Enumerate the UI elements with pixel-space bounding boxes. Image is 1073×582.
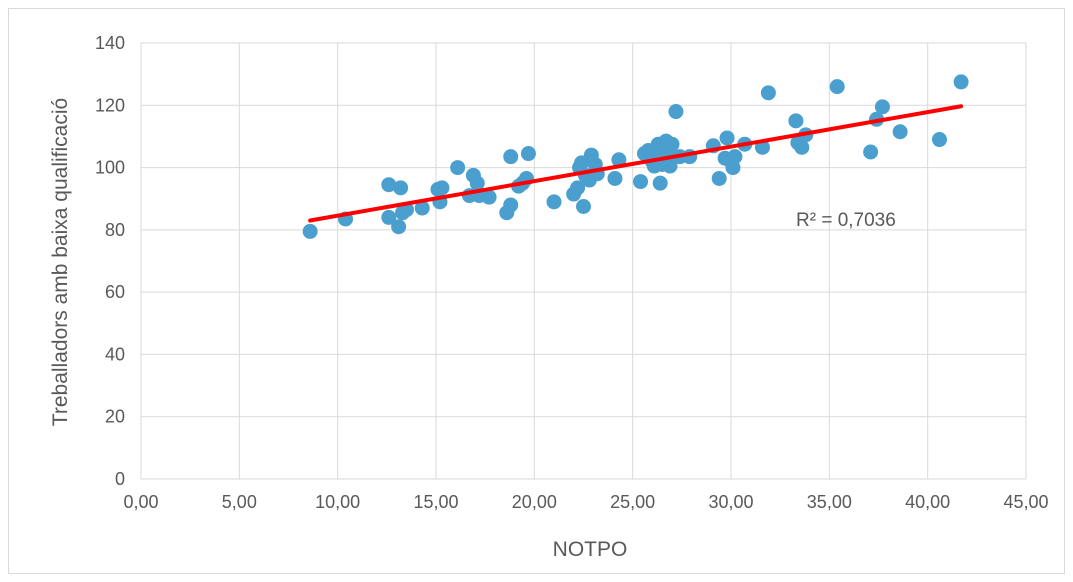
- chart-frame: [8, 8, 1065, 574]
- y-tick-label: 140: [95, 33, 125, 53]
- y-tick-label: 40: [105, 344, 125, 364]
- data-point: [391, 219, 407, 235]
- data-point: [503, 197, 519, 213]
- y-tick-label: 60: [105, 282, 125, 302]
- data-point: [711, 170, 727, 186]
- data-point: [874, 99, 890, 115]
- x-tick-label: 15,00: [413, 492, 458, 512]
- data-point: [953, 74, 969, 90]
- y-tick-label: 100: [95, 158, 125, 178]
- x-tick-label: 20,00: [512, 492, 557, 512]
- data-point: [829, 79, 845, 95]
- data-point: [760, 85, 776, 101]
- data-point: [863, 144, 879, 160]
- y-tick-label: 120: [95, 95, 125, 115]
- r-squared-annotation: R² = 0,7036: [796, 210, 896, 231]
- data-point: [450, 160, 466, 176]
- y-axis-title: Treballadors amb baixa qualificació: [49, 98, 72, 426]
- data-point: [788, 113, 804, 129]
- x-tick-label: 10,00: [315, 492, 360, 512]
- gridlines: [140, 42, 1027, 480]
- x-tick-label: 0,00: [123, 492, 158, 512]
- y-tick-label: 0: [115, 469, 125, 489]
- data-point: [633, 174, 649, 190]
- data-point: [381, 177, 397, 193]
- data-point: [727, 149, 743, 165]
- x-tick-label: 25,00: [610, 492, 655, 512]
- data-point: [393, 180, 409, 196]
- data-point: [414, 200, 430, 216]
- data-point: [719, 130, 735, 146]
- x-tick-label: 5,00: [222, 492, 257, 512]
- y-tick-label: 80: [105, 220, 125, 240]
- data-point: [607, 170, 623, 186]
- trendline: [308, 104, 964, 223]
- data-point: [481, 189, 497, 205]
- x-tick-labels: 0,00 5,00 10,00 15,00 20,00 25,00 30,00 35,00 40…: [123, 492, 1048, 512]
- x-axis-title: NOTPO: [553, 538, 628, 561]
- data-point: [503, 149, 519, 165]
- data-point: [794, 139, 810, 155]
- data-point: [576, 199, 591, 214]
- data-point: [662, 158, 678, 174]
- x-tick-label: 45,00: [1003, 492, 1048, 512]
- data-point: [570, 180, 586, 196]
- data-point: [668, 104, 684, 120]
- data-point: [664, 136, 680, 152]
- data-point: [652, 175, 668, 191]
- y-tick-label: 20: [105, 407, 125, 427]
- data-point: [302, 223, 318, 239]
- data-point: [434, 180, 450, 196]
- data-point: [892, 124, 908, 140]
- x-tick-label: 30,00: [708, 492, 753, 512]
- data-point: [469, 175, 485, 191]
- x-tick-label: 35,00: [807, 492, 852, 512]
- data-point: [931, 132, 947, 148]
- data-point: [546, 194, 562, 210]
- x-tick-label: 40,00: [905, 492, 950, 512]
- y-tick-labels: 0 20 40 60 80 100 120 140: [95, 33, 125, 489]
- data-point: [520, 146, 536, 162]
- data-point: [381, 209, 397, 225]
- data-point: [611, 152, 627, 168]
